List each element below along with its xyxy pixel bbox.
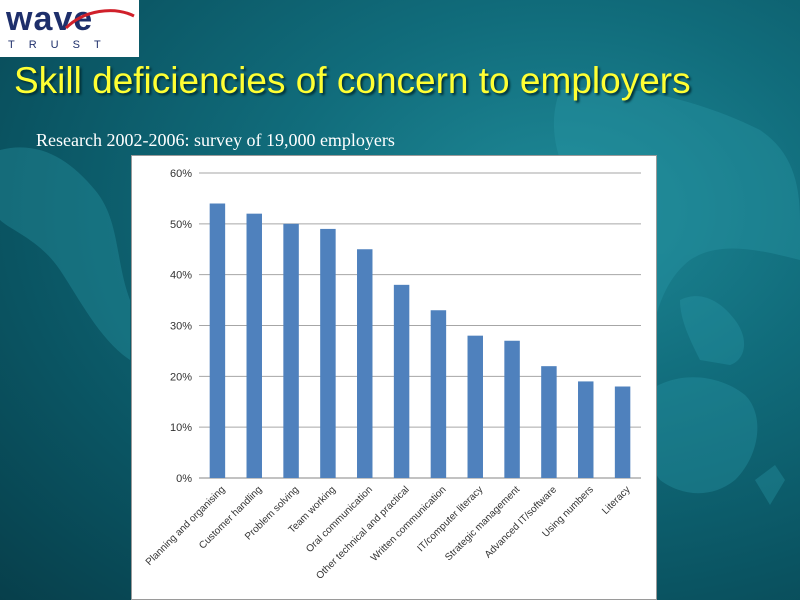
slide-subtitle: Research 2002-2006: survey of 19,000 emp…	[36, 130, 395, 150]
bar	[614, 386, 631, 478]
y-tick-label: 30%	[170, 321, 192, 333]
bar	[541, 366, 557, 478]
x-tick-label: Advanced IT/software	[483, 484, 559, 560]
slide-title: Skill deficiencies of concern to employe…	[14, 60, 691, 101]
y-tick-label: 40%	[170, 270, 192, 282]
y-tick-label: 20%	[170, 371, 192, 383]
logo-swoosh-icon	[64, 9, 135, 30]
bar	[504, 340, 520, 478]
bar	[430, 310, 447, 478]
bar	[246, 213, 262, 478]
bar	[357, 249, 373, 478]
y-tick-label: 50%	[170, 219, 192, 231]
x-tick-label: IT/computer literacy	[416, 484, 486, 554]
y-tick-label: 10%	[170, 422, 192, 434]
wave-trust-logo: wave TRUST	[0, 0, 139, 57]
x-tick-label: Customer handling	[197, 484, 264, 551]
bar-chart: 0%10%20%30%40%50%60%Planning and organis…	[144, 168, 641, 582]
bar	[393, 284, 410, 478]
x-tick-label: Oral communication	[304, 484, 375, 555]
chart-panel: 0% 10% 20% 30% 40% 50% 60% Planning and organis…	[131, 155, 657, 600]
logo-subtitle: TRUST	[8, 39, 115, 51]
bar	[467, 335, 483, 478]
bar	[283, 223, 299, 478]
bar	[209, 203, 226, 478]
bar	[320, 228, 336, 478]
x-tick-label: Literacy	[600, 484, 633, 517]
y-tick-label: 60%	[170, 168, 192, 180]
bar	[578, 381, 594, 478]
y-tick-label: 0%	[176, 473, 192, 485]
